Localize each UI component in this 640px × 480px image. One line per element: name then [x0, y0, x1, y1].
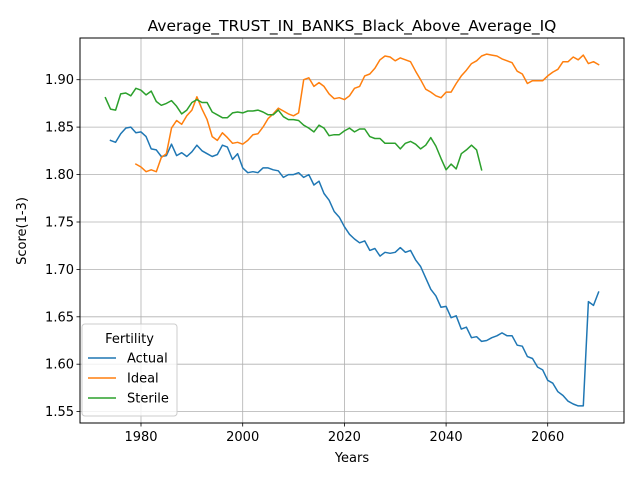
chart-title: Average_TRUST_IN_BANKS_Black_Above_Avera… — [148, 17, 557, 36]
series-line-actual — [109, 126, 600, 407]
y-tick-label: 1.65 — [45, 310, 74, 325]
legend-label-ideal: Ideal — [127, 372, 159, 387]
x-tick-label: 2040 — [430, 430, 463, 445]
y-tick-label: 1.80 — [45, 168, 74, 183]
y-tick-label: 1.70 — [45, 263, 74, 278]
y-tick-label: 1.55 — [45, 405, 74, 420]
grid — [80, 38, 624, 423]
x-axis-label: Years — [334, 451, 370, 466]
x-tick-label: 2020 — [328, 430, 361, 445]
y-tick-label: 1.60 — [45, 358, 74, 373]
x-tick-label: 2060 — [531, 430, 564, 445]
legend-label-sterile: Sterile — [127, 392, 169, 407]
legend-label-actual: Actual — [127, 352, 168, 367]
x-tick-label: 2000 — [226, 430, 259, 445]
series-line-ideal — [134, 53, 600, 173]
y-tick-label: 1.90 — [45, 73, 74, 88]
plot-frame — [79, 37, 625, 424]
x-tick-label: 1980 — [124, 430, 157, 445]
y-tick-label: 1.85 — [45, 121, 74, 136]
axis-ticks: 1980 2000 2020 2040 2060 1.55 1.60 1.65 1.70 1.75… — [45, 73, 564, 445]
legend-title: Fertility — [105, 332, 154, 347]
legend: Fertility Actual Ideal Sterile — [81, 323, 178, 417]
series-line-sterile — [104, 87, 483, 171]
series-lines — [104, 53, 600, 407]
y-tick-label: 1.75 — [45, 216, 74, 231]
legend-entries: Actual Ideal Sterile — [88, 352, 169, 407]
y-axis-label: Score(1-3) — [15, 197, 30, 265]
legend-box — [81, 323, 178, 417]
